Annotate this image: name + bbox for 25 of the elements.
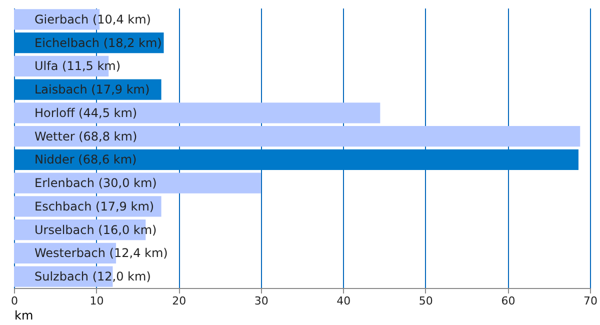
x-tick-label: 10 [90, 294, 104, 308]
y-tick-label: Horloff (44,5 km) [34, 106, 138, 120]
x-tick-label: 30 [254, 294, 268, 308]
x-tick-label: 50 [418, 294, 433, 308]
x-tick-label: 70 [584, 294, 598, 308]
x-tick-label: 60 [501, 294, 516, 308]
y-tick-label: Laisbach (17,9 km) [34, 82, 150, 97]
y-tick-label: Ulfa (11,5 km) [34, 59, 121, 74]
x-axis-title: km [14, 308, 34, 322]
bar [14, 102, 380, 124]
y-tick-label: Eichelbach (18,2 km) [34, 36, 162, 50]
y-tick-label: Wetter (68,8 km) [34, 129, 138, 144]
x-tick-label: 40 [336, 294, 351, 308]
bar [14, 172, 261, 194]
y-tick-label: Urselbach (16,0 km) [34, 222, 157, 237]
bar [14, 126, 580, 147]
y-tick-label: Gierbach (10,4 km) [34, 12, 151, 26]
x-tick-label: 0 [11, 294, 18, 308]
y-tick-label: Erlenbach (30,0 km) [34, 176, 157, 190]
bar [14, 149, 578, 170]
y-tick-label: Westerbach (12,4 km) [34, 246, 168, 260]
y-tick-label: Nidder (68,6 km) [34, 152, 137, 167]
y-tick-label: Sulzbach (12,0 km) [34, 270, 151, 284]
x-tick-label: 20 [172, 294, 186, 308]
y-tick-label: Eschbach (17,9 km) [34, 199, 154, 214]
